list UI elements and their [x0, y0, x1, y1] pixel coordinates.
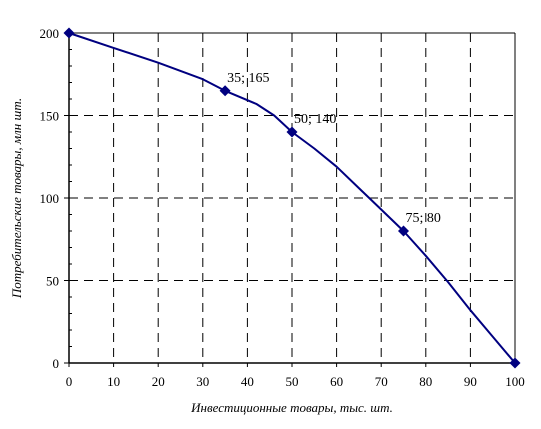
x-tick-label: 20	[152, 374, 165, 389]
x-tick-label: 0	[66, 374, 73, 389]
x-tick-label: 10	[107, 374, 120, 389]
y-tick-label: 0	[53, 356, 60, 371]
x-tick-label: 50	[286, 374, 299, 389]
x-tick-label: 100	[505, 374, 525, 389]
y-tick-label: 100	[40, 191, 60, 206]
y-tick-label: 150	[40, 109, 60, 124]
x-tick-label: 70	[375, 374, 388, 389]
data-point-marker	[509, 357, 521, 369]
tick-labels: 0 10 20 30 40 50 60 70 80 90 100 0 50 100 150 200	[40, 26, 525, 389]
data-point-marker	[286, 126, 298, 138]
data-labels: 35; 165 50; 140 75; 80	[227, 71, 441, 226]
y-tick-label: 50	[46, 274, 59, 289]
data-point-marker	[398, 225, 409, 237]
grid	[69, 33, 515, 363]
data-point-marker	[63, 27, 75, 39]
x-tick-label: 30	[196, 374, 209, 389]
y-tick-label: 200	[40, 26, 60, 41]
data-point-marker	[219, 85, 231, 97]
data-label: 50; 140	[294, 112, 336, 127]
data-label: 75; 80	[406, 211, 441, 226]
data-label: 35; 165	[227, 71, 269, 86]
x-tick-label: 60	[330, 374, 343, 389]
series-line	[68, 32, 516, 364]
axes	[64, 32, 516, 367]
x-tick-label: 40	[241, 374, 254, 389]
x-tick-label: 90	[464, 374, 477, 389]
y-axis-title: Потребительские товары, млн шт.	[9, 98, 24, 299]
series	[63, 27, 521, 369]
x-axis-title: Инвестиционные товары, тыс. шт.	[190, 400, 393, 415]
x-tick-label: 80	[419, 374, 432, 389]
